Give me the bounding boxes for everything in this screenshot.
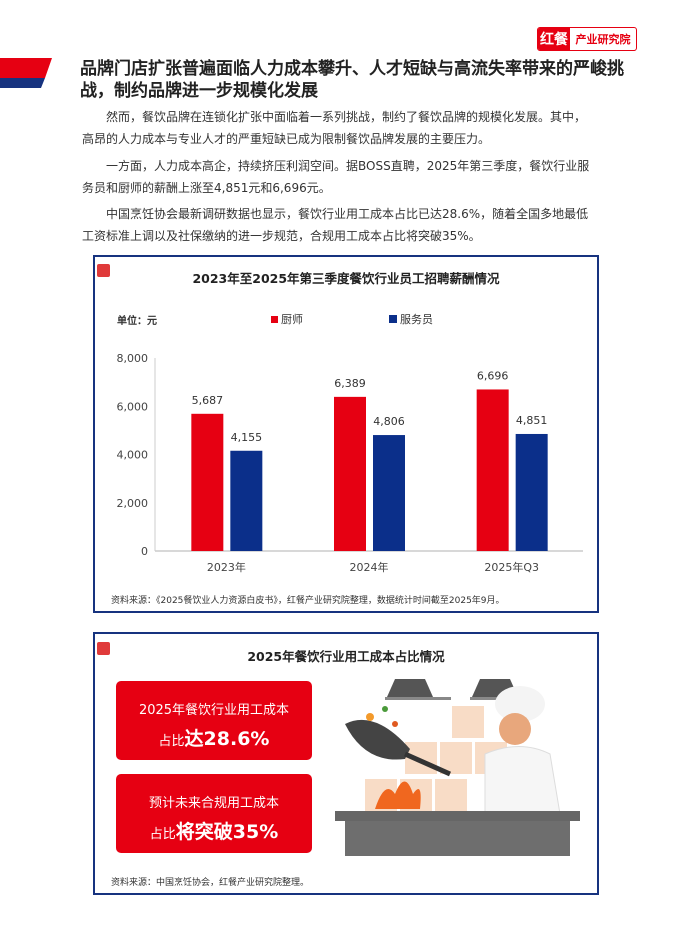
stat-prefix: 占比 <box>158 734 185 749</box>
x-tick-label: 2025年Q3 <box>484 560 539 574</box>
y-tick-label: 8,000 <box>117 352 149 365</box>
stat-highlight: 将突破35% <box>175 821 279 843</box>
bar-chef <box>191 413 224 551</box>
stat-card-forecast: 预计未来合规用工成本 占比将突破35% <box>116 774 312 853</box>
legend-label-waiter: 服务员 <box>400 313 433 326</box>
logo-mark: 红餐 <box>538 28 570 50</box>
chart-unit: 单位：元 <box>117 316 157 327</box>
magnifier-icon <box>97 642 110 655</box>
legend-swatch-chef <box>271 315 278 323</box>
data-label: 4,806 <box>373 415 405 428</box>
y-tick-label: 4,000 <box>117 449 149 462</box>
salary-chart-panel: 2023年至2025年第三季度餐饮行业员工招聘薪酬情况 单位：元 厨师 服务员 … <box>93 255 599 613</box>
chart-title: 2023年至2025年第三季度餐饮行业员工招聘薪酬情况 <box>192 271 500 286</box>
y-tick-label: 2,000 <box>117 497 149 510</box>
bar-waiter <box>373 435 405 551</box>
data-label: 6,389 <box>334 377 366 390</box>
chart-source: 资料来源：《2025餐饮业人力资源白皮书》，红餐产业研究院整理，数据统计时间截至… <box>111 596 505 606</box>
paragraph-3: 中国烹饪协会最新调研数据也显示，餐饮行业用工成本占比已达28.6%，随着全国多地… <box>82 207 589 243</box>
legend-item-chef: 厨师 <box>271 311 303 327</box>
data-label: 4,851 <box>516 414 548 427</box>
x-tick-label: 2023年 <box>207 560 246 574</box>
bar-chef <box>334 396 366 551</box>
section-heading: 品牌门店扩张普遍面临人力成本攀升、人才短缺与高流失率带来的严峻挑战，制约品牌进一… <box>80 59 624 101</box>
stat-card-current-line1: 2025年餐饮行业用工成本 <box>138 703 290 718</box>
stat-card-forecast-line1: 预计未来合规用工成本 <box>148 796 279 811</box>
data-label: 5,687 <box>192 394 224 407</box>
stat-highlight: 达28.6% <box>184 728 270 750</box>
data-label: 6,696 <box>477 369 509 382</box>
x-tick-label: 2024年 <box>350 560 389 574</box>
bar-chef <box>476 389 509 551</box>
infographic-title: 2025年餐饮行业用工成本占比情况 <box>247 649 445 664</box>
paragraph-2: 一方面，人力成本高企，持续挤压利润空间。据BOSS直聘，2025年第三季度，餐饮… <box>82 159 590 195</box>
logo-name: 产业研究院 <box>575 33 631 46</box>
header-stripe <box>0 58 52 88</box>
labor-cost-panel: 2025年餐饮行业用工成本占比情况 2025年餐饮行业用工成本 占比达28.6%… <box>93 632 599 895</box>
infographic-source: 资料来源：中国烹饪协会，红餐产业研究院整理。 <box>111 878 310 888</box>
bar-waiter <box>515 433 548 551</box>
stat-prefix: 占比 <box>149 827 176 842</box>
brand-logo: 红餐 产业研究院 <box>537 27 637 51</box>
data-label: 4,155 <box>231 431 262 444</box>
legend-item-waiter: 服务员 <box>389 311 433 327</box>
paragraph-1: 然而，餐饮品牌在连锁化扩张中面临着一系列挑战，制约了餐饮品牌的规模化发展。其中，… <box>82 110 587 146</box>
legend-swatch-waiter <box>389 315 397 323</box>
chef-cooking-illustration <box>335 679 580 856</box>
magnifier-icon <box>97 264 110 277</box>
bar-chart: 0 2,000 4,000 6,000 8,000 2023年 5,687 4,155 2024… <box>117 352 583 574</box>
legend-label-chef: 厨师 <box>281 313 303 326</box>
y-tick-label: 0 <box>141 545 148 558</box>
stat-card-current: 2025年餐饮行业用工成本 占比达28.6% <box>116 681 312 760</box>
bar-waiter <box>230 450 263 551</box>
y-tick-label: 6,000 <box>117 400 149 413</box>
